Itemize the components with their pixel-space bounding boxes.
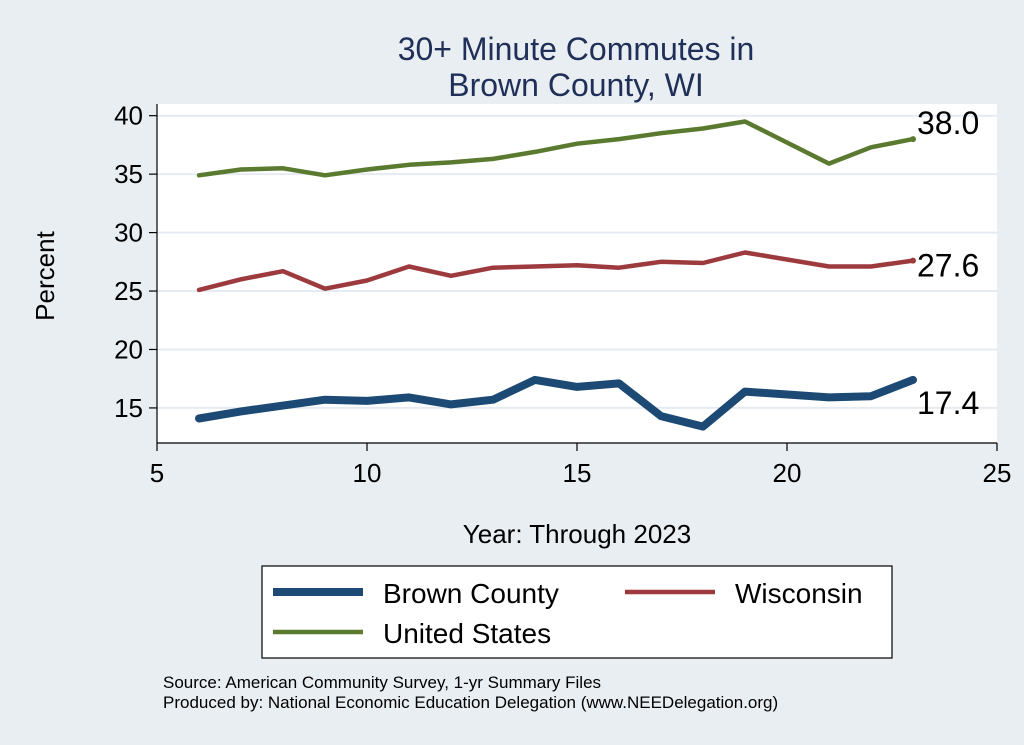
x-tick-label-15: 15 — [563, 458, 592, 488]
legend-label-brown-county: Brown County — [383, 578, 559, 609]
series-line-brown-county — [195, 375, 917, 431]
legend-label-united-states: United States — [383, 618, 551, 649]
x-tick-label-10: 10 — [353, 458, 382, 488]
series-line-united-states — [196, 119, 916, 178]
legend-label-wisconsin: Wisconsin — [735, 578, 863, 609]
end-labels: 38.0 27.6 17.4 — [917, 105, 979, 421]
y-tick-label-30: 30 — [114, 218, 143, 248]
source-note: Source: American Community Survey, 1-yr … — [163, 673, 601, 692]
x-tick-label-20: 20 — [773, 458, 802, 488]
series-endpoint-united-states — [910, 136, 916, 143]
y-tick-label-40: 40 — [114, 101, 143, 131]
y-tick-label-20: 20 — [114, 334, 143, 364]
end-label-united-states: 38.0 — [917, 105, 979, 141]
series-endpoint-brown-county — [910, 376, 916, 383]
chart-title-line-2: Brown County, WI — [448, 67, 703, 103]
producer-note: Produced by: National Economic Education… — [163, 693, 778, 712]
x-tick-label-25: 25 — [983, 458, 1012, 488]
end-label-wisconsin: 27.6 — [917, 248, 979, 284]
series-line-wisconsin — [196, 250, 916, 293]
y-axis-title: Percent — [30, 230, 60, 320]
x-axis-ticks: 5 10 15 20 25 — [150, 443, 1012, 488]
y-tick-label-35: 35 — [114, 159, 143, 189]
series-endpoint-wisconsin — [910, 257, 916, 264]
y-tick-label-25: 25 — [114, 276, 143, 306]
x-tick-label-5: 5 — [150, 458, 164, 488]
y-axis-ticks: 15 20 25 30 35 40 — [114, 101, 157, 423]
end-label-brown-county: 17.4 — [917, 385, 979, 421]
y-tick-label-15: 15 — [114, 393, 143, 423]
series-layer — [195, 119, 917, 431]
gridlines — [157, 114, 997, 409]
legend-box — [261, 565, 893, 659]
chart-title-line-1: 30+ Minute Commutes in — [398, 31, 755, 67]
x-axis-title: Year: Through 2023 — [463, 519, 691, 549]
